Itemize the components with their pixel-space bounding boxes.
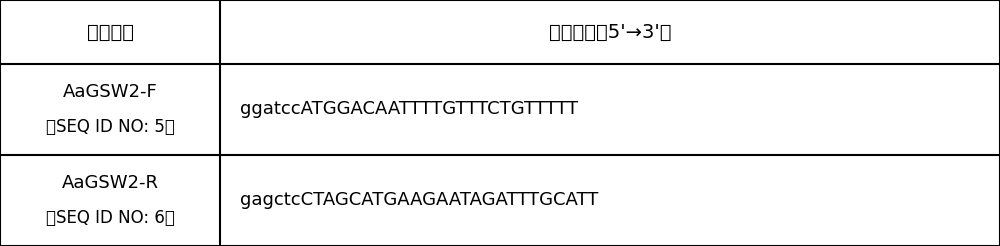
Text: AaGSW2-F: AaGSW2-F <box>63 83 157 101</box>
Text: ggatccATGGACAATTTTGTTTCTGTTTTT: ggatccATGGACAATTTTGTTTCTGTTTTT <box>240 100 578 119</box>
Text: gagctcCTAGCATGAAGAATAGATTTGCATT: gagctcCTAGCATGAAGAATAGATTTGCATT <box>240 191 598 210</box>
Text: 引物名称: 引物名称 <box>87 22 134 42</box>
Text: （SEQ ID NO: 6）: （SEQ ID NO: 6） <box>46 209 174 227</box>
Text: （SEQ ID NO: 5）: （SEQ ID NO: 5） <box>46 118 174 136</box>
Text: 引物序列（5'→3'）: 引物序列（5'→3'） <box>549 22 671 42</box>
Text: AaGSW2-R: AaGSW2-R <box>62 174 158 192</box>
